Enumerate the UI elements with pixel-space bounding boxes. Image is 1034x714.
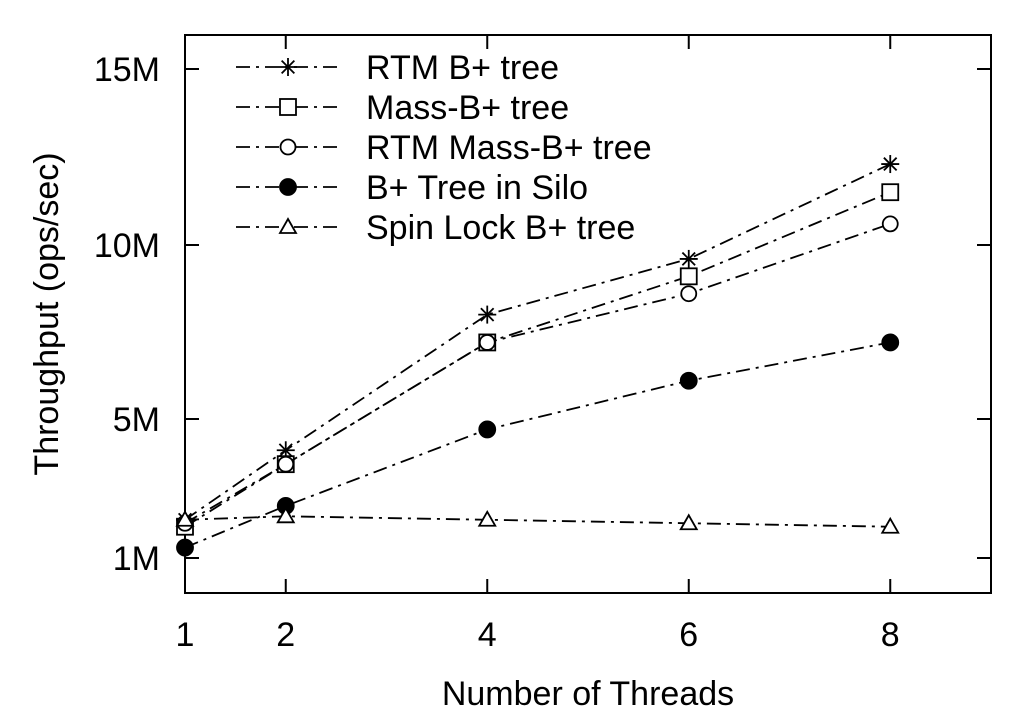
data-point <box>276 506 296 524</box>
x-tick-label: 1 <box>176 616 195 654</box>
y-tick-label: 5M <box>113 401 160 439</box>
series-5 <box>175 506 900 534</box>
data-point <box>679 513 699 531</box>
legend-label: Mass-B+ tree <box>366 89 569 127</box>
series-4 <box>176 333 900 557</box>
legend-item: RTM B+ tree <box>236 49 559 87</box>
data-point <box>176 538 194 557</box>
axis-ticks: 1M 5M 10M 15M 1 2 4 6 8 <box>94 35 991 654</box>
legend-item: RTM Mass-B+ tree <box>236 129 652 167</box>
data-point <box>679 371 698 390</box>
data-point <box>881 155 900 174</box>
x-tick-label: 8 <box>881 616 900 654</box>
series-line <box>184 163 891 521</box>
data-point <box>175 509 195 527</box>
legend-label: RTM B+ tree <box>366 49 559 87</box>
legend-item: Mass-B+ tree <box>236 89 569 127</box>
x-tick-label: 6 <box>679 616 698 654</box>
x-tick-label: 4 <box>478 616 497 654</box>
data-point <box>478 305 497 324</box>
legend-label: Spin Lock B+ tree <box>366 209 635 247</box>
legend-marker <box>279 178 297 196</box>
data-point <box>679 249 698 268</box>
y-tick-label: 15M <box>94 51 160 89</box>
legend-marker <box>279 138 297 156</box>
y-axis-title: Throughput (ops/sec) <box>28 152 66 475</box>
legend-item: Spin Lock B+ tree <box>236 209 635 247</box>
data-point <box>680 285 698 303</box>
data-point <box>478 334 496 351</box>
y-tick-label: 10M <box>94 227 160 265</box>
y-tick-label: 1M <box>113 540 160 578</box>
data-point <box>478 420 497 439</box>
legend-marker <box>279 58 297 76</box>
series-group <box>175 155 900 557</box>
series-line <box>184 223 891 525</box>
data-point <box>277 455 295 473</box>
legend-item: B+ Tree in Silo <box>236 169 588 207</box>
legend-label: B+ Tree in Silo <box>366 169 588 207</box>
series-3 <box>176 215 899 532</box>
plot-frame <box>184 34 992 594</box>
legend-marker <box>279 98 297 116</box>
legend-label: RTM Mass-B+ tree <box>366 129 652 167</box>
x-tick-label: 2 <box>276 616 295 654</box>
data-point <box>679 267 698 286</box>
legend-marker <box>278 217 298 234</box>
data-point <box>880 516 900 534</box>
x-axis-title: Number of Threads <box>442 675 734 713</box>
data-point <box>477 509 497 527</box>
data-point <box>881 333 900 352</box>
data-point <box>881 183 900 202</box>
data-point <box>881 215 899 233</box>
